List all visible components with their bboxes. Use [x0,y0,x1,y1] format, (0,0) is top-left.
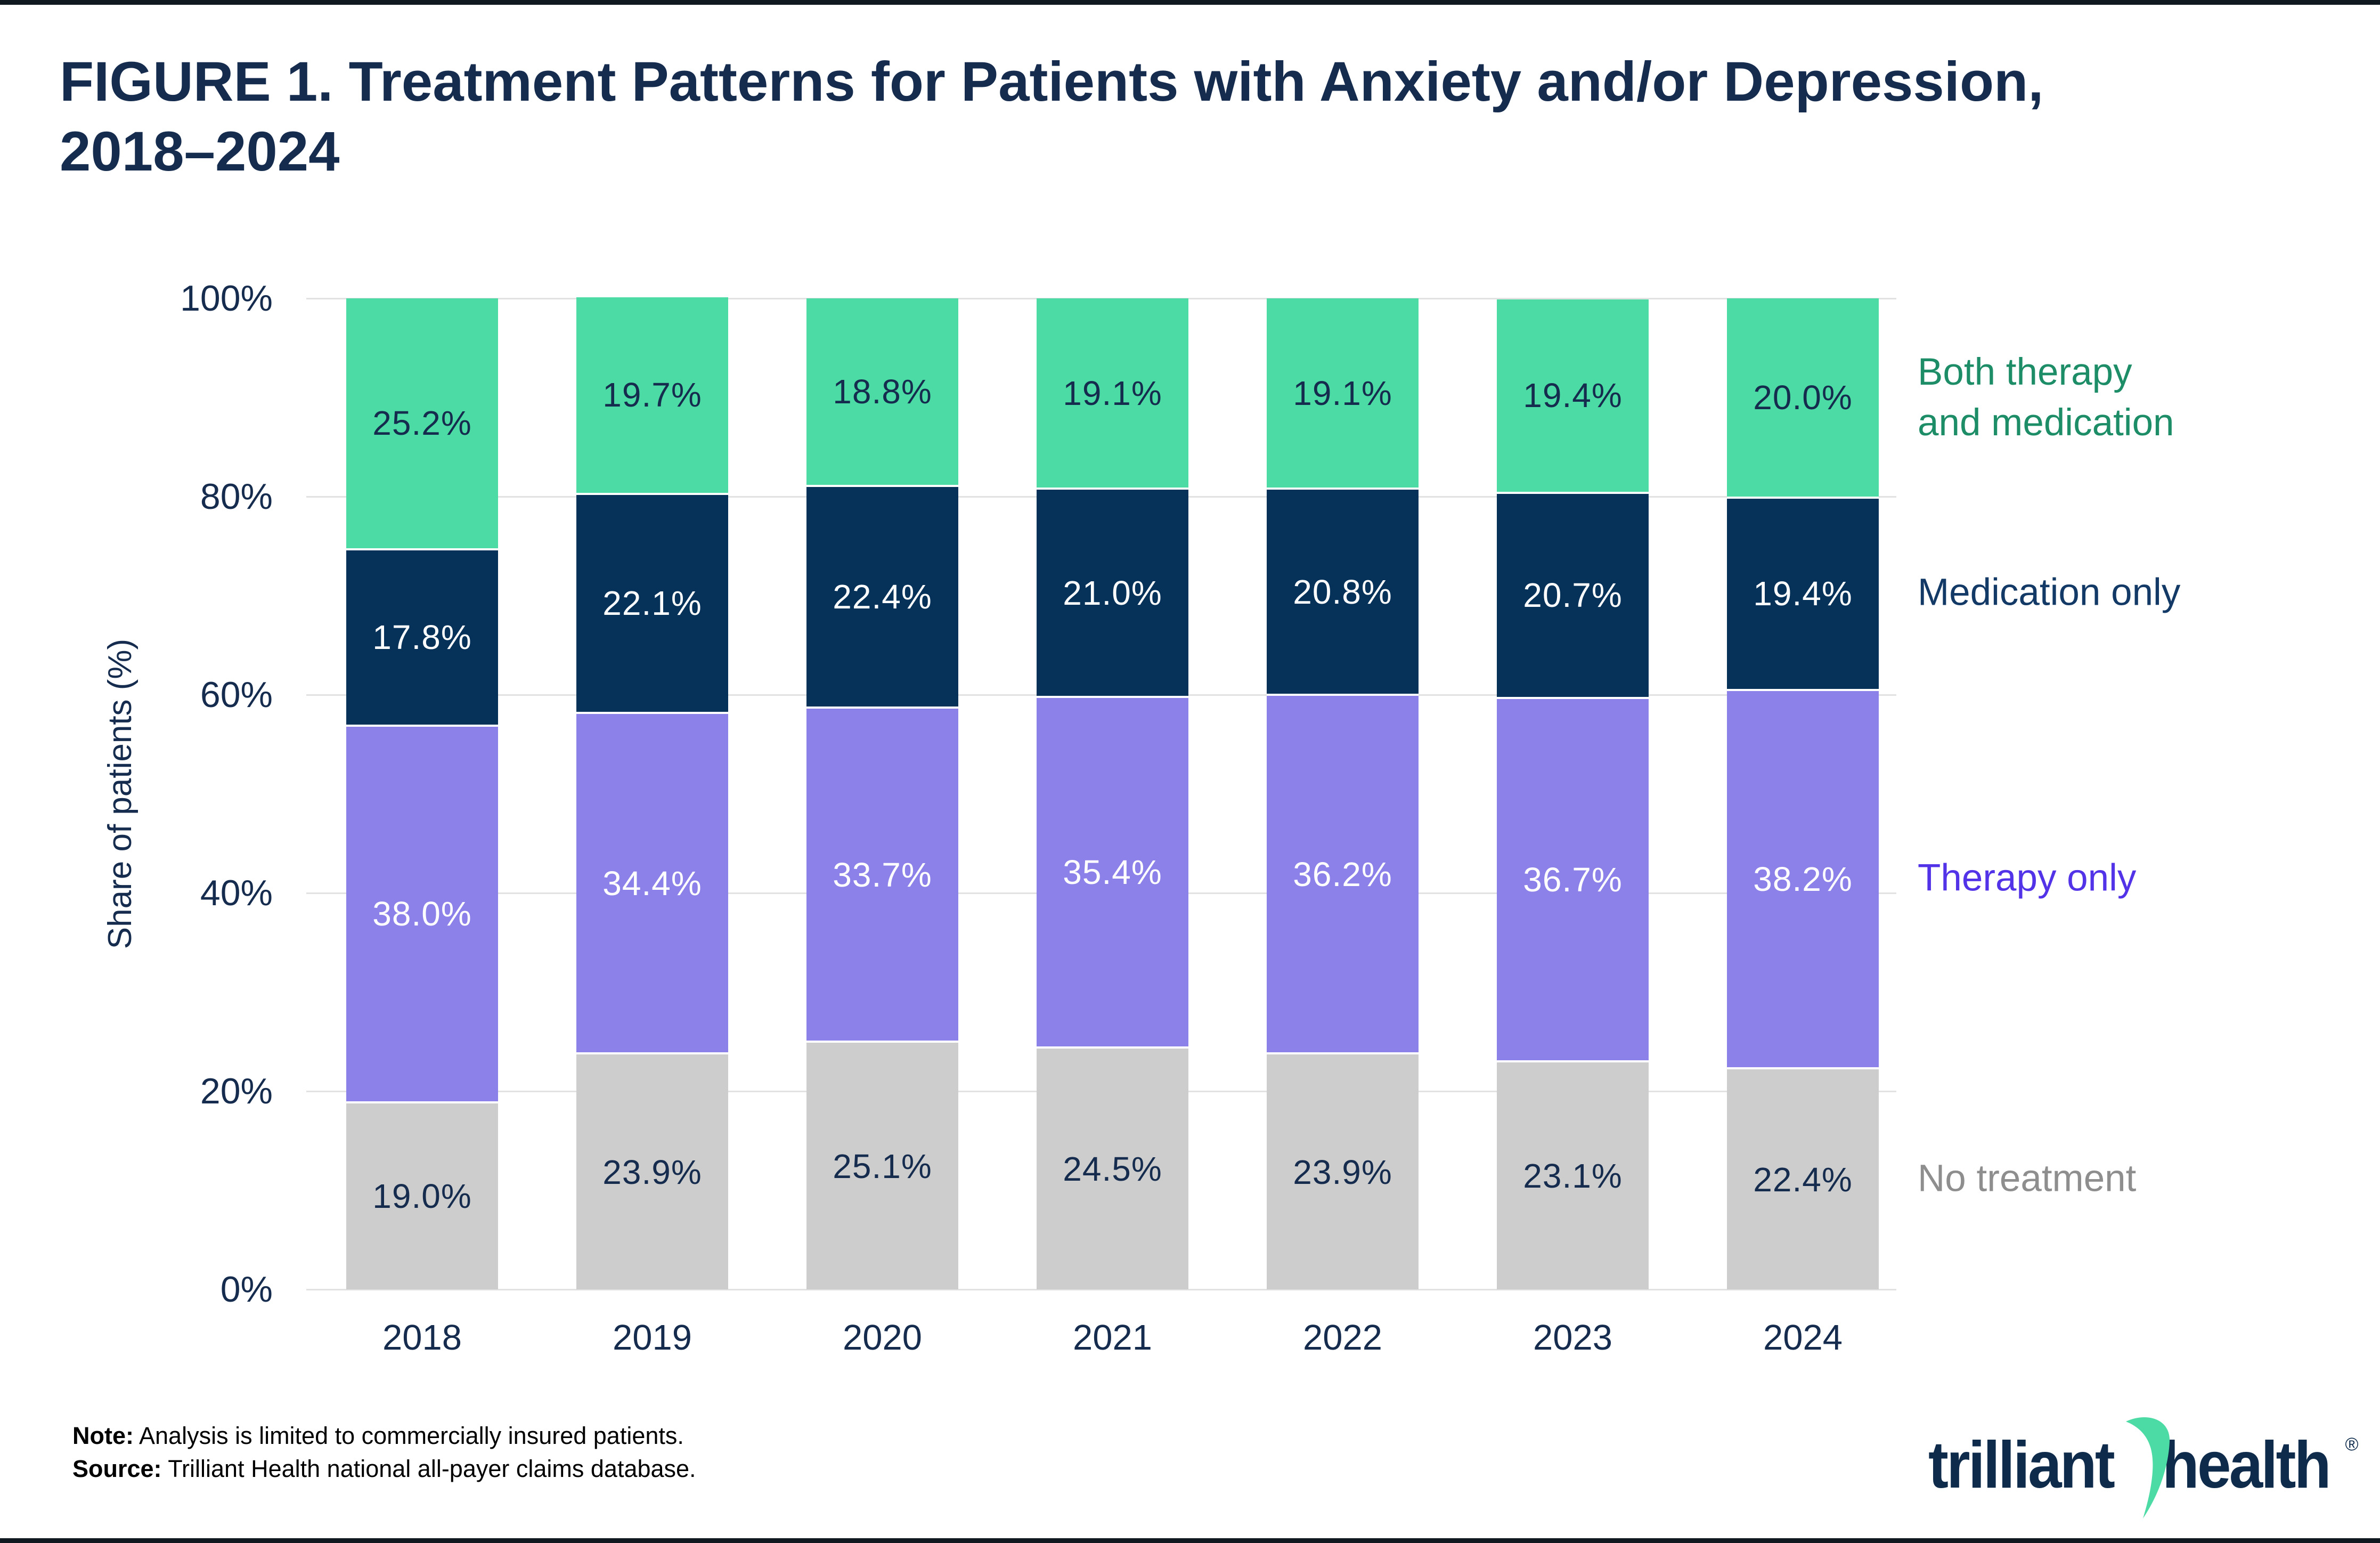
bar-value-label: 19.0% [372,1177,472,1216]
bar-segment-2021-therapy-only: 35.4% [1037,695,1188,1047]
bar-segment-2024-therapy-only: 38.2% [1727,688,1879,1068]
legend-label-therapy-only: Therapy only [1918,853,2136,904]
source-text: Trilliant Health national all-payer clai… [161,1455,696,1482]
bar-value-label: 19.7% [602,376,702,415]
figure-title: FIGURE 1. Treatment Patterns for Patient… [60,47,2043,186]
bar-value-label: 22.4% [1753,1160,1853,1199]
bar-value-label: 21.0% [1063,573,1162,612]
bar-segment-2019-no-treatment: 23.9% [576,1052,728,1289]
bar-segment-2023-therapy-only: 36.7% [1497,696,1649,1061]
legend-label-no-treatment: No treatment [1918,1153,2136,1204]
bar-value-label: 20.7% [1523,576,1623,615]
bar-value-label: 19.4% [1753,574,1853,613]
logo-word-trilliant: trilliant [1928,1428,2115,1502]
bar-segment-2020-medication-only: 22.4% [806,484,958,707]
bar-value-label: 38.0% [372,895,472,933]
bar-value-label: 23.9% [602,1152,702,1191]
bar-segment-2018-medication-only: 17.8% [346,548,498,725]
x-tick-label-2020: 2020 [842,1318,923,1358]
source-label: Source: [72,1455,162,1482]
legend-label-line: No treatment [1918,1157,2137,1200]
legend-label-line: Both therapy [1918,351,2132,393]
bar-segment-2022-therapy-only: 36.2% [1267,694,1419,1053]
note-line: Note: Analysis is limited to commerciall… [72,1419,696,1452]
y-tick-label: 100% [180,278,273,319]
note-label: Note: [72,1422,134,1449]
legend-label-medication-only: Medication only [1918,567,2180,618]
bar-segment-2021-medication-only: 21.0% [1037,488,1188,696]
y-tick-label: 0% [220,1269,273,1310]
legend-label-line: and medication [1918,402,2174,444]
x-tick-label-2024: 2024 [1763,1318,1843,1358]
source-line: Source: Trilliant Health national all-pa… [72,1452,696,1485]
bar-value-label: 34.4% [602,864,702,903]
bar-segment-2023-medication-only: 20.7% [1497,491,1649,697]
legend-label-line: Therapy only [1918,857,2137,899]
gridline-0% [306,1289,1896,1290]
bar-segment-2022-no-treatment: 23.9% [1267,1052,1419,1289]
bar-value-label: 20.8% [1293,572,1392,611]
x-tick-label-2021: 2021 [1072,1318,1153,1358]
x-tick-label-2018: 2018 [382,1318,462,1358]
legend-label-both-therapy-and-medication: Both therapy and medication [1918,347,2174,448]
bar-segment-2021-no-treatment: 24.5% [1037,1046,1188,1289]
bar-value-label: 36.2% [1293,855,1392,894]
bar-value-label: 36.7% [1523,860,1623,899]
trilliant-health-logo: trilliant health ® [1928,1417,2359,1521]
y-tick-label: 80% [200,476,273,517]
bar-value-label: 24.5% [1063,1150,1162,1189]
x-tick-label-2023: 2023 [1533,1318,1613,1358]
bar-segment-2019-therapy-only: 34.4% [576,711,728,1053]
bar-value-label: 38.2% [1753,860,1853,899]
top-edge-strip [0,0,2380,5]
note-text: Analysis is limited to commercially insu… [133,1422,684,1449]
bar-value-label: 22.1% [602,584,702,623]
bar-value-label: 18.8% [833,372,932,411]
bottom-edge-strip [0,1538,2380,1543]
bar-segment-2021-both-therapy-and-medication: 19.1% [1037,298,1188,488]
figure-title-line2: 2018–2024 [60,120,340,183]
bar-segment-2018-both-therapy-and-medication: 25.2% [346,298,498,548]
bar-segment-2024-no-treatment: 22.4% [1727,1067,1879,1289]
bar-segment-2023-no-treatment: 23.1% [1497,1060,1649,1289]
bar-segment-2018-therapy-only: 38.0% [346,724,498,1101]
bar-segment-2019-medication-only: 22.1% [576,492,728,712]
bar-segment-2024-medication-only: 19.4% [1727,497,1879,689]
y-tick-label: 40% [200,873,273,913]
bar-segment-2022-medication-only: 20.8% [1267,488,1419,694]
bar-value-label: 35.4% [1063,853,1162,892]
x-tick-label-2022: 2022 [1302,1318,1383,1358]
figure-title-line1: FIGURE 1. Treatment Patterns for Patient… [60,51,2044,113]
y-tick-label: 60% [200,675,273,715]
bar-value-label: 19.1% [1293,373,1392,412]
bar-value-label: 19.1% [1063,373,1162,412]
bar-value-label: 19.4% [1523,376,1623,415]
bar-value-label: 23.9% [1293,1152,1392,1191]
bar-value-label: 25.2% [372,404,472,443]
bar-segment-2020-both-therapy-and-medication: 18.8% [806,298,958,485]
bar-value-label: 17.8% [372,618,472,657]
logo-swoosh-icon [2126,1417,2170,1518]
bar-value-label: 22.4% [833,577,932,616]
bar-value-label: 33.7% [833,855,932,894]
bar-value-label: 23.1% [1523,1157,1623,1196]
legend-label-line: Medication only [1918,571,2181,614]
bar-value-label: 20.0% [1753,378,1853,417]
bar-segment-2020-no-treatment: 25.1% [806,1041,958,1289]
bar-segment-2019-both-therapy-and-medication: 19.7% [576,297,728,493]
bar-segment-2022-both-therapy-and-medication: 19.1% [1267,298,1419,488]
bar-segment-2018-no-treatment: 19.0% [346,1101,498,1289]
bar-segment-2023-both-therapy-and-medication: 19.4% [1497,299,1649,492]
logo-word-health: health [2162,1428,2332,1502]
bar-value-label: 25.1% [833,1147,932,1185]
x-tick-label-2019: 2019 [612,1318,692,1358]
bar-segment-2024-both-therapy-and-medication: 20.0% [1727,298,1879,497]
registered-trademark-mark: ® [2345,1434,2359,1455]
y-tick-label: 20% [200,1071,273,1111]
bar-segment-2020-therapy-only: 33.7% [806,706,958,1041]
footer-notes: Note: Analysis is limited to commerciall… [72,1419,696,1485]
